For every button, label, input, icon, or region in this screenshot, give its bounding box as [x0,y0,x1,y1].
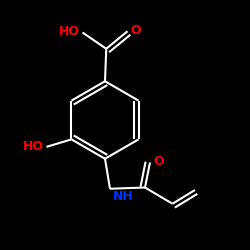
Text: O: O [130,24,140,36]
Text: HO: HO [23,140,44,153]
Text: HO: HO [59,25,80,38]
Text: O: O [154,155,164,168]
Text: NH: NH [112,190,133,203]
